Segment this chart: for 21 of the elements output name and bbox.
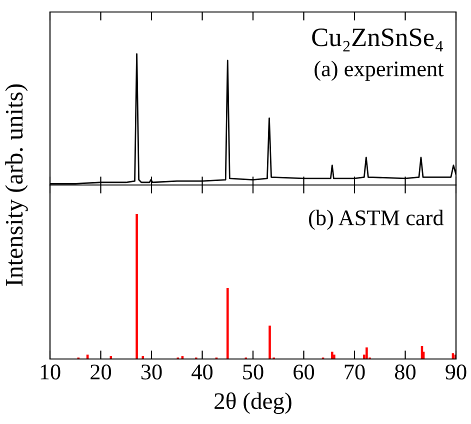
y-axis-title: Intensity (arb. units) [5, 84, 28, 286]
x-tick-label: 50 [243, 364, 264, 380]
bar [331, 352, 334, 359]
annotation: (b) ASTM card [309, 210, 444, 230]
x-tick-label: 10 [40, 364, 60, 380]
text: Cu₂ZnSnSe₄ [312, 28, 443, 52]
x-tick-label: 20 [90, 364, 112, 380]
bar [268, 326, 271, 359]
bar [366, 347, 368, 359]
annotation: (a) experiment [314, 60, 444, 81]
x-tick-label: 70 [344, 364, 365, 380]
bar [136, 214, 138, 359]
x-tick-label: 60 [294, 364, 314, 380]
x-axis-title: 2θ (deg) [214, 392, 292, 414]
x-tick-label: 80 [394, 364, 416, 380]
bar [226, 288, 229, 359]
x-tick-label: 90 [446, 364, 466, 380]
x-tick-label: 40 [192, 364, 213, 380]
bar [142, 356, 144, 359]
bar [333, 354, 336, 359]
x-tick-label: 30 [141, 364, 162, 380]
